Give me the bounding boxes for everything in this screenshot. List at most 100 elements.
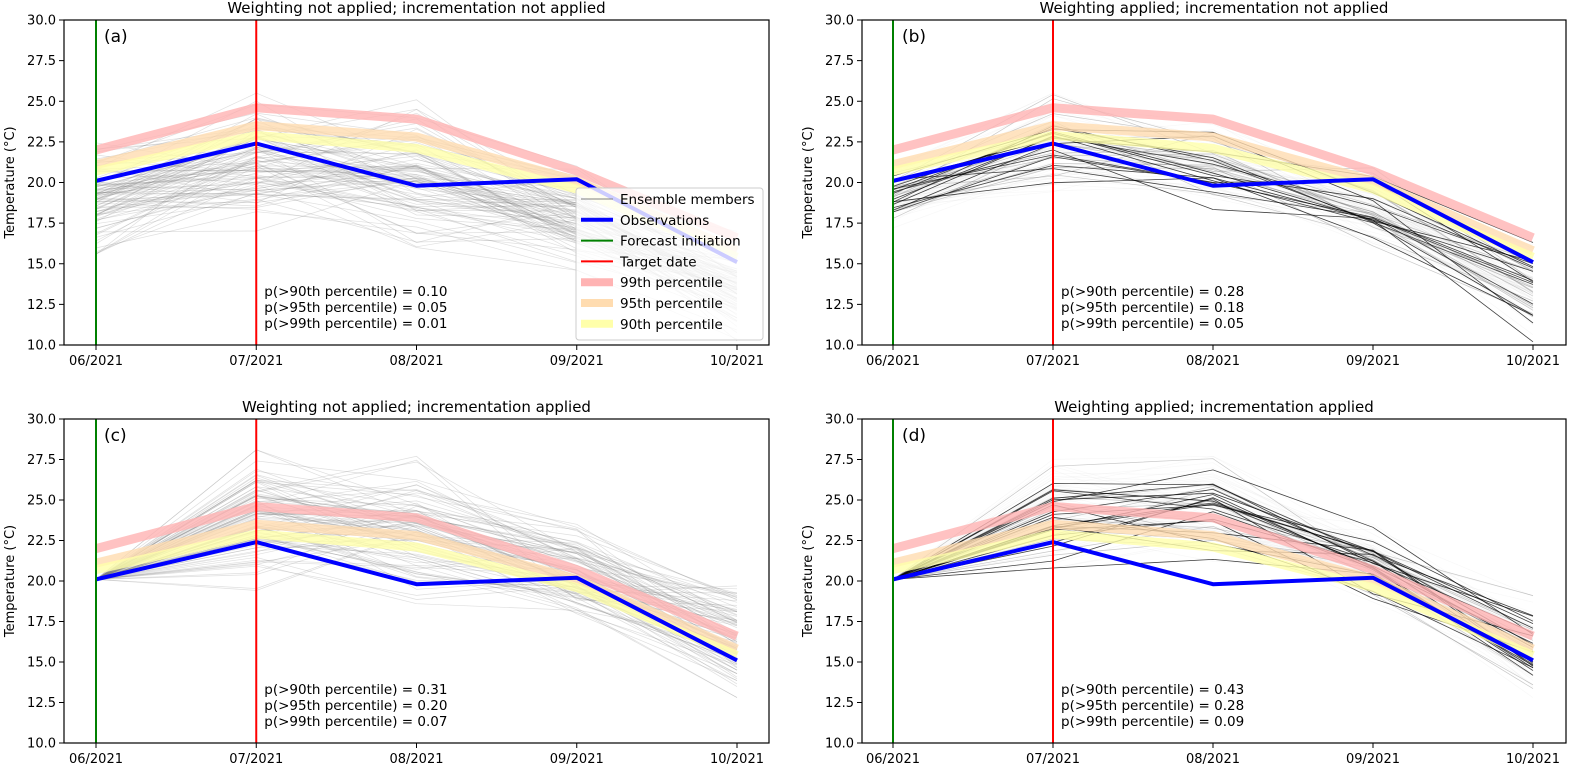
ensemble-members [892,455,1534,698]
y-tick-label: 25.0 [27,494,56,509]
y-tick-label: 20.0 [825,575,854,590]
legend-entry-label: Target date [619,254,697,270]
ensemble-member-line [95,470,738,646]
x-tick-label: 10/2021 [1506,752,1560,767]
ensemble-member-line [892,476,1534,623]
ensemble-member-line [892,177,1534,316]
ensemble-member-line [892,133,1534,323]
legend-entry-label: Ensemble members [620,192,755,208]
x-tick-label: 08/2021 [389,354,443,369]
y-tick-label: 30.0 [27,413,56,428]
legend-entry-label: Observations [620,213,709,229]
panel-tag: (d) [902,426,926,446]
panel-a: 10.0 12.5 15.0 17.5 20.0 22.5 25.0 27.5 30.0 06/2… [3,0,770,369]
x-tick-label: 06/2021 [69,354,123,369]
ensemble-members [95,449,738,698]
percentile-90-line [892,529,1535,660]
ensemble-member-line [892,492,1534,624]
y-tick-label: 12.5 [27,298,56,313]
percentile-99-line [891,103,1535,242]
ensemble-member-line [892,469,1534,635]
ensemble-member-line [892,169,1534,295]
y-axis-label: Temperature (°C) [3,525,18,638]
y-tick-label: 27.5 [27,54,56,69]
ensemble-member-line [95,500,738,596]
y-tick-label: 12.5 [825,696,854,711]
ensemble-member-line [892,153,1534,288]
y-tick-label: 22.5 [27,534,56,549]
ensemble-member-line [892,157,1534,315]
ensemble-member-line [892,184,1534,294]
y-axis-label: Temperature (°C) [3,126,18,239]
y-tick-label: 25.0 [825,95,854,110]
probability-annotation: p(>95th percentile) = 0.28 [1061,698,1244,714]
y-tick-label: 20.0 [27,575,56,590]
x-tick-label: 10/2021 [1506,354,1560,369]
y-tick-label: 10.0 [27,737,56,752]
probability-annotation: p(>95th percentile) = 0.05 [264,300,447,316]
ensemble-member-line [892,155,1534,266]
ensemble-member-line [892,168,1534,308]
ensemble-member-line [892,174,1534,302]
probability-annotation: p(>95th percentile) = 0.20 [264,698,447,714]
ensemble-member-line [95,490,738,603]
x-tick-label: 07/2021 [229,354,283,369]
y-tick-label: 12.5 [825,298,854,313]
y-tick-label: 22.5 [825,534,854,549]
ensemble-member-line [95,479,738,598]
percentile-95-line [94,519,739,654]
ensemble-member-line [892,469,1534,597]
x-tick-label: 08/2021 [1186,354,1240,369]
y-tick-label: 17.5 [27,217,56,232]
legend-entry-label: Forecast initiation [620,234,741,250]
legend-entry-label: 95th percentile [620,296,723,312]
ensemble-member-line [892,151,1534,278]
ensemble-member-line [892,463,1534,628]
y-tick-label: 30.0 [825,413,854,428]
ensemble-member-line [892,98,1534,292]
ensemble-member-line [892,153,1534,250]
y-tick-label: 22.5 [27,135,56,150]
panel-tag: (b) [902,27,926,47]
percentile-90-line [892,130,1535,262]
x-tick-label: 10/2021 [710,752,764,767]
x-tick-label: 06/2021 [69,752,123,767]
panel-b: 10.0 12.5 15.0 17.5 20.0 22.5 25.0 27.5 30.0 06/2… [801,0,1567,369]
legend-box [575,187,764,341]
ensemble-member-line [95,498,738,621]
ensemble-member-line [892,143,1534,272]
ensemble-member-line [892,167,1534,255]
probability-annotation: p(>99th percentile) = 0.05 [1061,316,1244,332]
ensemble-member-line [892,165,1534,325]
ensemble-member-line [95,449,738,623]
percentile-95-line [891,121,1535,255]
y-tick-label: 10.0 [825,339,854,354]
probability-annotation: p(>99th percentile) = 0.09 [1061,714,1244,730]
ensemble-member-line [95,489,738,600]
percentile-90-line [95,529,739,660]
ensemble-member-line [892,162,1534,316]
ensemble-member-line [95,505,738,624]
y-axis-label: Temperature (°C) [801,525,816,638]
y-tick-label: 20.0 [27,176,56,191]
panel-tag: (a) [104,27,128,47]
probability-annotation: p(>95th percentile) = 0.18 [1061,300,1244,316]
plot-area [891,419,1535,743]
y-tick-label: 30.0 [27,14,56,29]
y-tick-label: 12.5 [27,696,56,711]
legend: Ensemble members Observations Forecast ini… [575,187,764,341]
observations-line [95,540,738,663]
y-tick-label: 30.0 [825,14,854,29]
plot-area [891,20,1535,345]
ensemble-member-line [892,154,1534,299]
x-tick-label: 07/2021 [1026,752,1080,767]
x-tick-label: 09/2021 [550,354,604,369]
ensemble-member-line [892,525,1534,686]
ensemble-member-line [892,149,1534,286]
probability-annotation: p(>90th percentile) = 0.31 [264,682,447,698]
ensemble-member-line [892,173,1534,289]
y-tick-label: 15.0 [825,656,854,671]
observations-line [892,141,1534,264]
legend-entry-label: 99th percentile [620,275,723,291]
ensemble-member-line [892,142,1534,318]
